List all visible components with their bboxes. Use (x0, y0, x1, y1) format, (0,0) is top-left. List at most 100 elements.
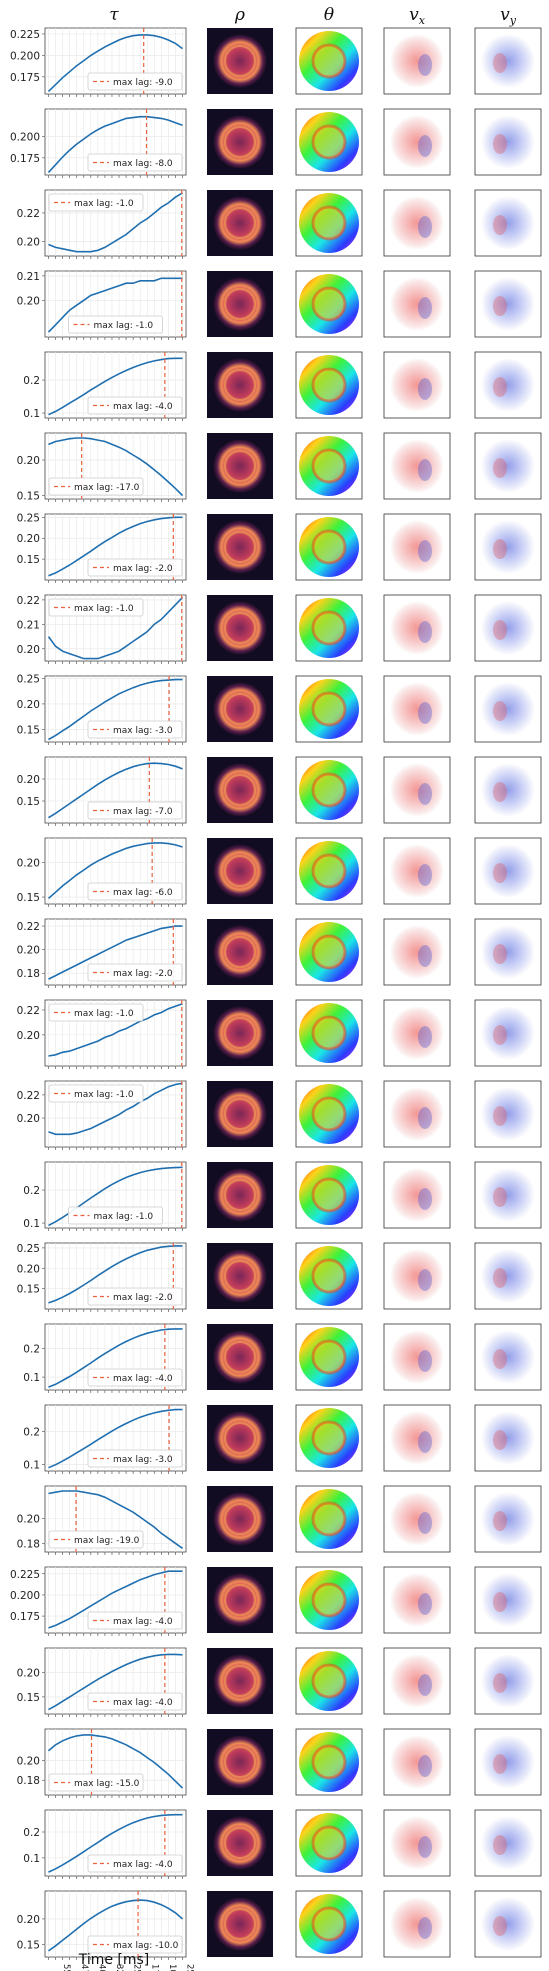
row-13: 0.22 0.20 max lag: -1.0 (17, 999, 542, 1069)
y-tick-label: 0.15 (17, 892, 40, 904)
y-tick-label: 0.20 (17, 774, 40, 786)
rho-image (207, 271, 273, 337)
vx-negative-lobe (418, 459, 432, 481)
tau-series-line (48, 1328, 183, 1388)
vy-field (481, 1654, 535, 1708)
y-tick-label: 0.15 (17, 1284, 40, 1296)
y-tick-label: 0.200 (10, 1590, 40, 1602)
tau-series-line (48, 1813, 183, 1873)
vy-image (474, 1323, 542, 1391)
vx-image (383, 675, 451, 743)
vy-field (481, 1087, 535, 1141)
legend-box (48, 1084, 144, 1103)
vx-field (390, 1897, 444, 1951)
rho-image (207, 757, 273, 823)
rho-ring (224, 612, 256, 644)
theta-image (295, 1161, 363, 1229)
rho-ring (224, 288, 256, 320)
vx-image (383, 108, 451, 176)
tau-series-line (48, 1570, 183, 1629)
y-tick-label: 0.22 (17, 208, 40, 220)
vy-field (481, 925, 535, 979)
rho-image (207, 352, 273, 418)
tau-panel: 0.22 0.20 max lag: -1.0 (17, 999, 187, 1069)
y-tick-label: 0.18 (17, 968, 40, 980)
vy-field (481, 34, 535, 88)
y-tick-label: 0.22 (17, 1090, 40, 1102)
tau-series-line (48, 925, 183, 980)
vy-field (481, 196, 535, 250)
legend: max lag: -8.0 (87, 153, 183, 172)
vy-positive-lobe (493, 782, 507, 802)
vx-image (383, 1404, 451, 1472)
rho-ring (224, 936, 256, 968)
rho-blob (213, 1816, 267, 1870)
theta-core (311, 610, 347, 646)
vx-field (390, 1411, 444, 1465)
legend-label: max lag: -2.0 (113, 564, 173, 574)
vx-field (390, 763, 444, 817)
theta-image (295, 594, 363, 662)
vx-image (383, 1323, 451, 1391)
vx-image (383, 1890, 451, 1958)
row-2: 0.200 0.175 max lag: -8.0 (10, 108, 542, 178)
rho-ring (224, 1584, 256, 1616)
y-tick-label: 0.1 (23, 1372, 40, 1384)
rho-blob (213, 439, 267, 493)
vy-field (481, 1330, 535, 1384)
legend-box (87, 558, 183, 577)
vy-image (474, 1242, 542, 1310)
vy-image (474, 756, 542, 824)
legend-box (87, 801, 183, 820)
rho-ring (224, 369, 256, 401)
vx-negative-lobe (418, 783, 432, 805)
y-tick-label: 0.225 (10, 1569, 40, 1581)
rho-image (207, 190, 273, 256)
theta-image (295, 351, 363, 419)
y-tick-label: 0.20 (17, 1756, 40, 1768)
vx-negative-lobe (418, 216, 432, 238)
column-header-theta: θ (324, 5, 334, 25)
vy-image (474, 1566, 542, 1634)
y-tick-label: 0.15 (17, 1692, 40, 1704)
row-11: 0.20 0.15 max lag: -6.0 (17, 837, 542, 907)
tau-panel: 0.2 0.1 max lag: -3.0 (23, 1404, 187, 1474)
rho-blob (213, 1654, 267, 1708)
vy-image (474, 108, 542, 176)
vx-negative-lobe (418, 621, 432, 643)
tau-panel: 0.20 0.18 max lag: -15.0 (17, 1728, 187, 1798)
theta-image (295, 1242, 363, 1310)
rho-image (207, 838, 273, 904)
vx-negative-lobe (418, 1026, 432, 1048)
vy-field (481, 520, 535, 574)
vx-field (390, 601, 444, 655)
rho-image (207, 595, 273, 661)
vx-image (383, 594, 451, 662)
theta-image (295, 432, 363, 500)
tau-panel: 0.25 0.20 0.15 max lag: -3.0 (17, 674, 187, 745)
vy-positive-lobe (493, 1592, 507, 1612)
legend-label: max lag: -8.0 (113, 159, 173, 169)
rho-blob (213, 1168, 267, 1222)
vy-field (481, 1735, 535, 1789)
vx-image (383, 270, 451, 338)
rho-image (207, 28, 273, 94)
legend: max lag: -10.0 (87, 1935, 183, 1954)
rho-image (207, 1405, 273, 1471)
vy-image (474, 1404, 542, 1472)
rho-image (207, 676, 273, 742)
column-header-rho: ρ (234, 5, 245, 25)
x-tick-label: 400 (96, 1964, 106, 1971)
legend-label: max lag: -4.0 (113, 1374, 173, 1384)
legend: max lag: -2.0 (87, 558, 183, 577)
vy-image (474, 675, 542, 743)
legend-label: max lag: -15.0 (74, 1779, 140, 1789)
y-tick-label: 0.18 (17, 1538, 40, 1550)
legend-box (87, 1935, 183, 1954)
vy-image (474, 1890, 542, 1958)
vx-image (383, 1161, 451, 1229)
theta-core (311, 691, 347, 727)
vx-field (390, 925, 444, 979)
vy-field (481, 1006, 535, 1060)
rho-blob (213, 115, 267, 169)
